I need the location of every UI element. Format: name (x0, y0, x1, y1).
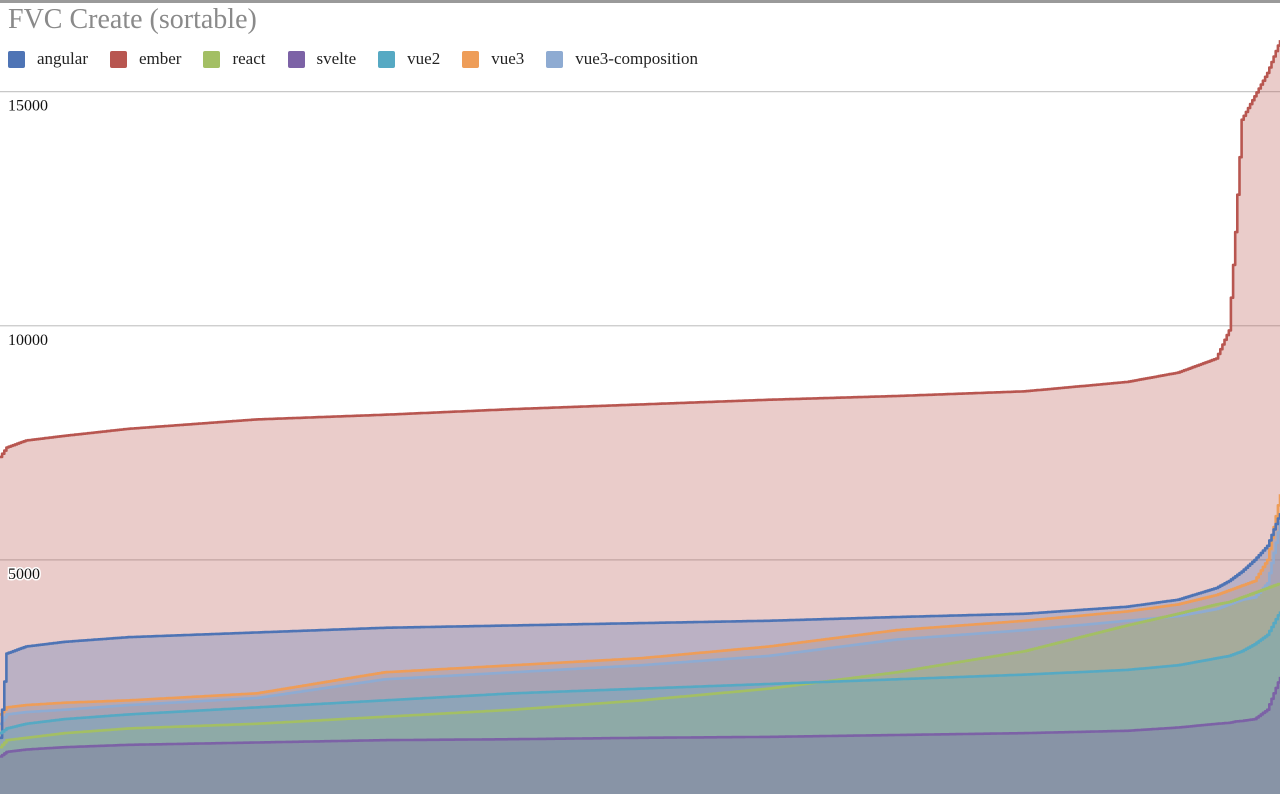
legend-item-ember[interactable]: ember (109, 49, 182, 69)
area-angular (0, 513, 1280, 794)
legend-swatch-react (203, 50, 221, 68)
legend-item-vue3[interactable]: vue3 (462, 49, 524, 69)
chart-title: FVC Create (sortable) (8, 4, 257, 35)
area-ember (0, 40, 1280, 795)
y-tick-label-10000: 10000 (8, 332, 48, 349)
line-svelte[interactable] (0, 676, 1280, 758)
line-ember[interactable] (0, 40, 1280, 459)
legend-swatch-vue3 (462, 50, 480, 68)
area-vue3-composition (0, 522, 1280, 794)
legend-swatch-vue3-composition (546, 50, 564, 68)
legend-label-svelte: svelte (316, 49, 357, 68)
legend-swatch-ember (109, 50, 127, 68)
area-svelte (0, 676, 1280, 794)
legend-label-ember: ember (138, 49, 182, 68)
legend-item-vue3-composition[interactable]: vue3-composition (546, 49, 698, 69)
legend-item-svelte[interactable]: svelte (287, 49, 357, 69)
line-angular[interactable] (0, 513, 1280, 740)
line-vue2[interactable] (0, 611, 1280, 735)
line-vue3[interactable] (0, 494, 1280, 716)
legend-label-vue2: vue2 (407, 49, 441, 68)
y-tick-label-5000: 5000 (8, 566, 40, 583)
line-react[interactable] (0, 582, 1280, 749)
legend-swatch-vue2 (378, 50, 396, 68)
chart-legend: angular ember react svelte vue2 vue3 vue3-comp… (8, 48, 720, 70)
legend-label-angular: angular (37, 49, 88, 68)
area-vue2 (0, 611, 1280, 794)
y-tick-label-15000: 15000 (8, 98, 48, 115)
legend-label-vue3-composition: vue3-composition (575, 49, 699, 68)
line-vue3-composition[interactable] (0, 522, 1280, 726)
legend-swatch-angular (8, 50, 25, 68)
legend-label-vue3: vue3 (491, 49, 525, 68)
legend-item-vue2[interactable]: vue2 (378, 49, 440, 69)
legend-item-react[interactable]: react (203, 49, 266, 69)
legend-swatch-svelte (287, 50, 305, 68)
legend-label-react: react (232, 49, 266, 68)
legend-item-angular[interactable]: angular (8, 49, 88, 69)
top-border (0, 0, 1280, 3)
